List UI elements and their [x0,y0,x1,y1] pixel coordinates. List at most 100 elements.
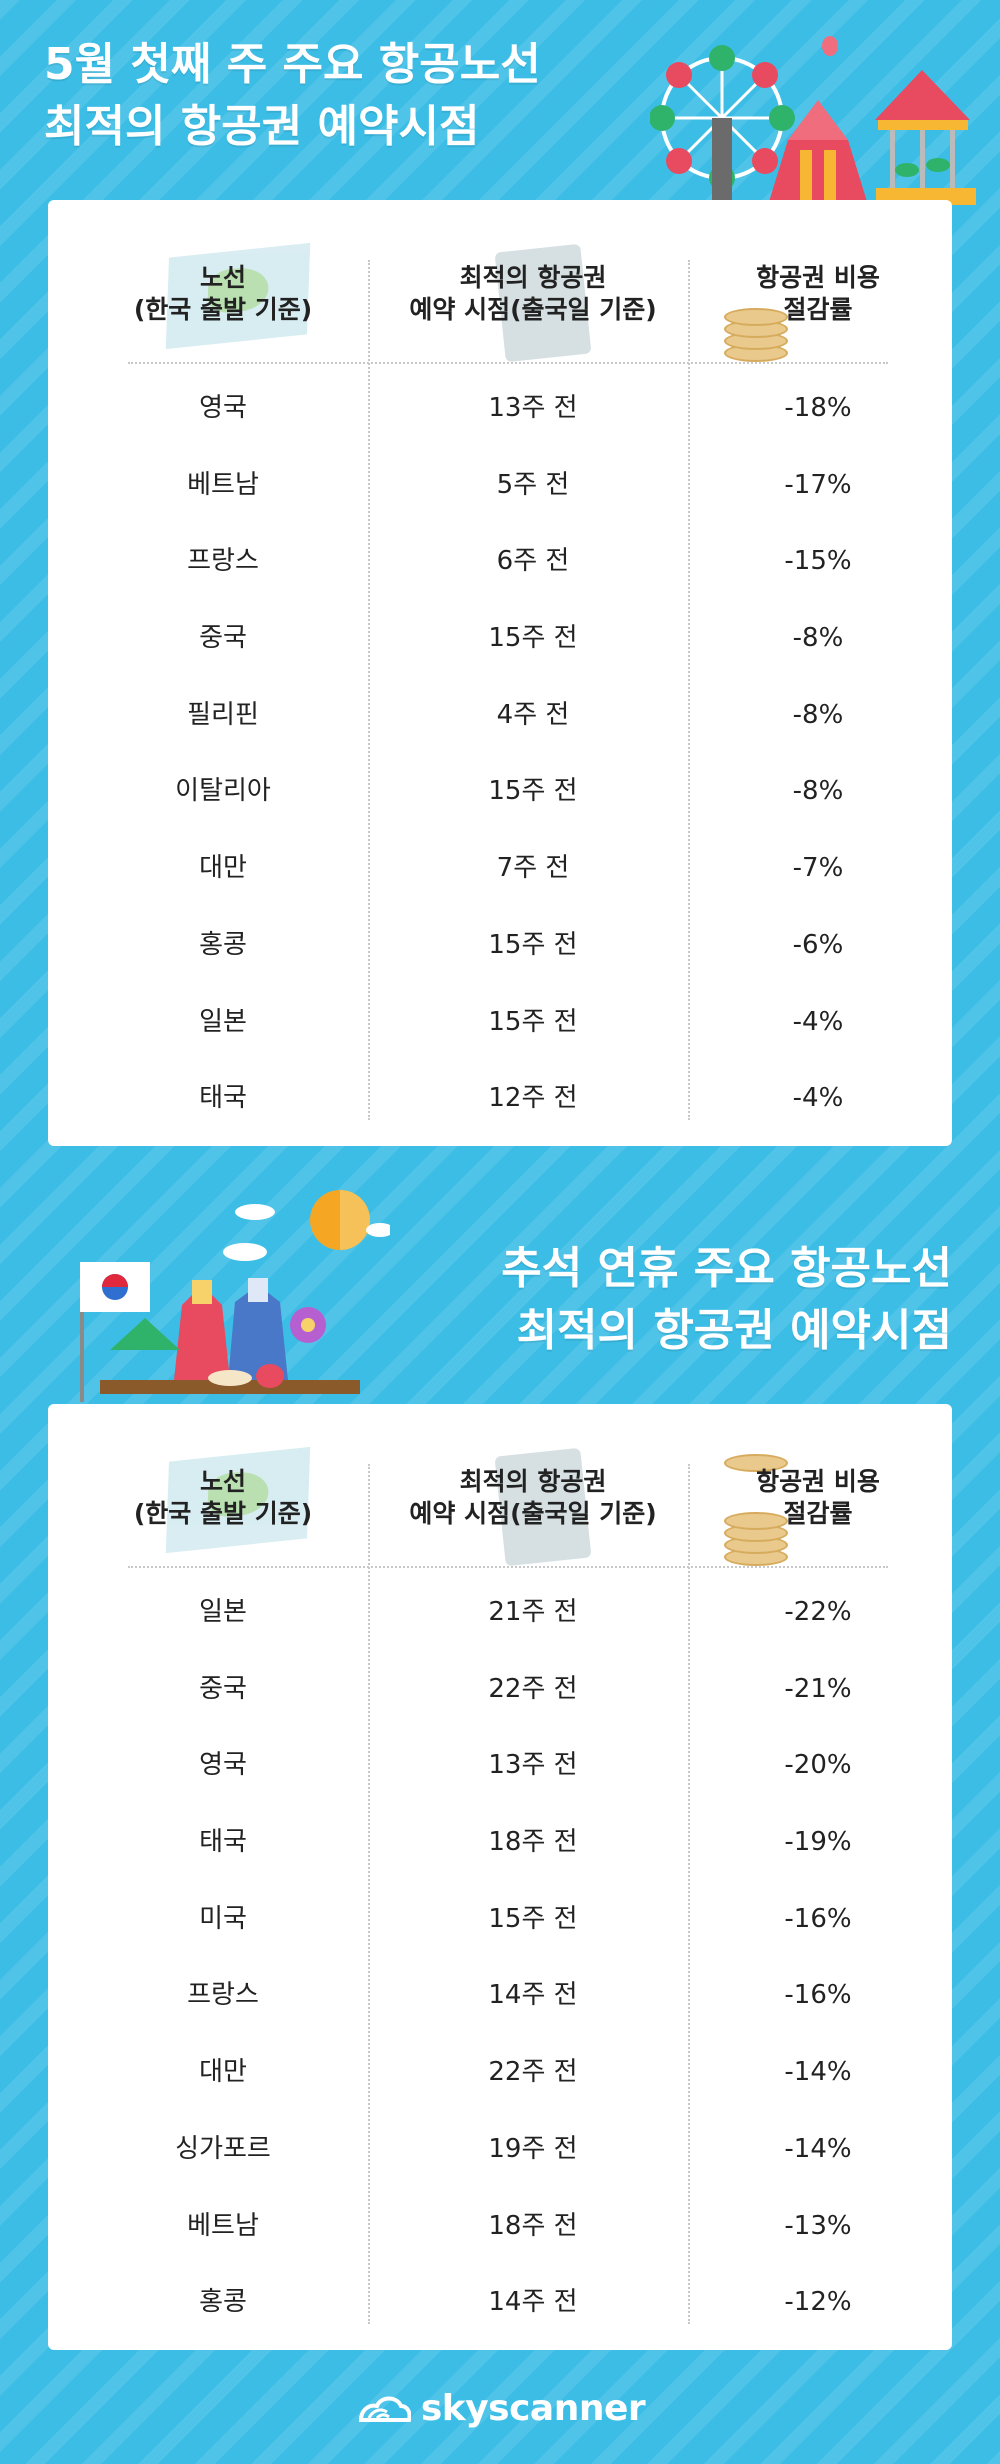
header-saving-line-2: 절감률 [783,1499,853,1528]
table-row: 프랑스 6주 전 -15% [48,531,952,608]
timing-cell: 21주 전 [488,1597,578,1627]
route-cell: 홍콩 [199,2287,247,2318]
header-route-line-1: 노선 [199,1467,246,1496]
timing-cell: 13주 전 [488,393,578,423]
route-cell: 프랑스 [187,546,259,577]
saving-cell: -16% [784,1903,852,1934]
route-cell: 미국 [199,1903,247,1934]
timing-cell: 14주 전 [488,2287,578,2318]
route-cell: 중국 [199,1673,247,1704]
table-row: 이탈리아 15주 전 -8% [48,761,952,838]
header-route-line-1: 노선 [199,263,246,292]
saving-cell: -8% [792,776,844,807]
fan-icon [110,1318,180,1350]
table-row: 일본 15주 전 -4% [48,992,952,1069]
table-row: 베트남 18주 전 -13% [48,2196,952,2273]
column-divider [688,1464,690,2324]
hanbok-figure-icon [174,1278,288,1380]
timing-cell: 5주 전 [496,469,570,500]
table-row: 싱가포르 19주 전 -14% [48,2119,952,2196]
header-timing: 최적의 항공권 예약 시점(출국일 기준) [378,1466,688,1530]
korean-flag-icon [80,1262,150,1402]
route-cell: 태국 [199,1083,247,1114]
section-1-title-line-2: 최적의 항공권 예약시점 [44,101,480,152]
timing-cell: 6주 전 [496,546,570,577]
route-cell: 싱가포르 [175,2133,271,2164]
skyscanner-cloud-logo [358,2396,411,2422]
route-cell: 영국 [199,1750,247,1781]
route-cell: 베트남 [187,2210,259,2241]
timing-cell: 7주 전 [496,853,570,884]
table-row: 베트남 5주 전 -17% [48,455,952,532]
saving-cell: -15% [784,546,852,577]
table-icon [100,1380,360,1394]
timing-cell: 15주 전 [488,929,578,960]
table-row: 영국 13주 전 -20% [48,1735,952,1812]
carousel-icon [875,70,976,205]
header-divider [128,1566,888,1568]
timing-cell: 14주 전 [488,1980,578,2011]
brand-name: skyscanner [420,2387,646,2429]
table-row: 일본 21주 전 -22% [48,1582,952,1659]
ferris-wheel-icon [650,45,795,205]
route-cell: 태국 [199,1827,247,1858]
header-timing: 최적의 항공권 예약 시점(출국일 기준) [378,262,688,326]
table-row: 태국 18주 전 -19% [48,1812,952,1889]
saving-cell: -8% [792,699,844,730]
saving-cell: -14% [784,2057,852,2088]
saving-cell: -4% [792,1083,844,1114]
timing-cell: 19주 전 [488,2133,578,2164]
route-cell: 홍콩 [199,929,247,960]
column-divider [368,1464,370,2324]
cloud-icon [223,1204,390,1261]
timing-cell: 18주 전 [488,2210,578,2241]
timing-cell: 18주 전 [488,1827,578,1858]
coin-stack-icon [724,298,788,362]
header-saving: 항공권 비용 절감률 [698,1466,938,1530]
table-card-2: 노선 (한국 출발 기준) 최적의 항공권 예약 시점(출국일 기준) 항공권 … [48,1404,952,2350]
timing-cell: 12주 전 [488,1083,578,1114]
header-saving-line-1: 항공권 비용 [756,263,880,292]
route-cell: 베트남 [187,469,259,500]
flower-icon [290,1307,326,1343]
saving-cell: -22% [784,1597,852,1627]
table-row: 필리핀 4주 전 -8% [48,685,952,762]
timing-cell: 15주 전 [488,1903,578,1934]
column-divider [688,260,690,1120]
saving-cell: -8% [792,623,844,654]
route-cell: 영국 [199,393,247,423]
coin-stack-icon [724,1444,788,1566]
timing-cell: 22주 전 [488,1673,578,1704]
header-timing-line-2: 예약 시점(출국일 기준) [409,295,657,324]
hanbok-illustration [80,1190,390,1402]
saving-cell: -7% [792,853,844,884]
header-route: 노선 (한국 출발 기준) [88,262,358,326]
route-cell: 일본 [199,1006,247,1037]
route-cell: 대만 [199,853,247,884]
timing-cell: 4주 전 [496,699,570,730]
table-body: 영국 13주 전 -18% 베트남 5주 전 -17% 프랑스 6주 전 -15% 중국 15… [48,378,952,1145]
section-2-title-line-2: 최적의 항공권 예약시점 [516,1305,952,1356]
saving-cell: -20% [784,1750,852,1781]
timing-cell: 22주 전 [488,2057,578,2088]
route-cell: 프랑스 [187,1980,259,2011]
table-row: 영국 13주 전 -18% [48,378,952,455]
route-cell: 대만 [199,2057,247,2088]
header-saving: 항공권 비용 절감률 [698,262,938,326]
timing-cell: 15주 전 [488,1006,578,1037]
saving-cell: -18% [784,393,852,423]
circus-tent-icon [768,100,868,205]
table-row: 미국 15주 전 -16% [48,1889,952,1966]
table-row: 대만 22주 전 -14% [48,2042,952,2119]
saving-cell: -4% [792,1006,844,1037]
route-cell: 일본 [199,1597,247,1627]
header-timing-line-1: 최적의 항공권 [459,1467,607,1496]
header-timing-line-1: 최적의 항공권 [459,263,607,292]
saving-cell: -17% [784,469,852,500]
section-2-title: 추석 연휴 주요 항공노선 최적의 항공권 예약시점 [501,1238,952,1362]
saving-cell: -19% [784,1827,852,1858]
saving-cell: -12% [784,2287,852,2318]
table-row: 홍콩 15주 전 -6% [48,915,952,992]
table-card-1: 노선 (한국 출발 기준) 최적의 항공권 예약 시점(출국일 기준) 항공권 … [48,200,952,1146]
header-timing-line-2: 예약 시점(출국일 기준) [409,1499,657,1528]
